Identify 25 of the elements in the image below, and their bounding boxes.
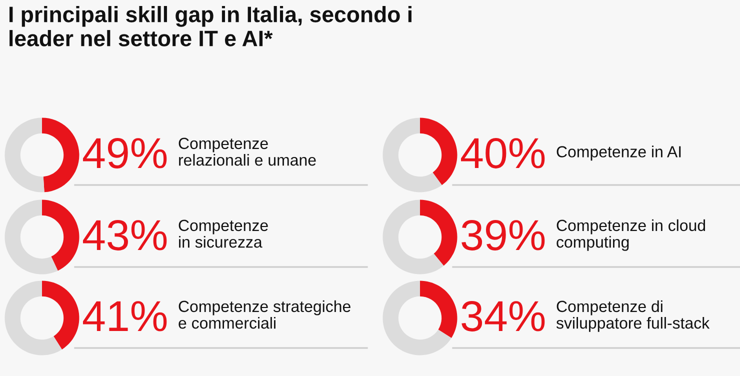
donut-slice — [382, 280, 452, 356]
data-label: 43% — [82, 220, 167, 250]
data-label: 34% — [462, 300, 545, 332]
data-label: 40% — [460, 138, 545, 168]
slice-label: Competenze in sicurezza — [178, 220, 268, 248]
data-label: 39% — [462, 220, 545, 250]
slice-label: Competenze di sviluppatore full-stack — [556, 300, 710, 332]
donut-slice — [42, 280, 80, 350]
slice-label: Competenze in AI — [556, 146, 681, 161]
donut-slice — [42, 200, 80, 271]
chart-title: I principali skill gap in Italia, secondo i leader nel settore IT e AI* — [9, 6, 412, 46]
data-label: 41% — [82, 301, 167, 332]
data-label: 49% — [82, 138, 167, 168]
slice-label: Competenze in cloud computing — [556, 219, 706, 251]
donut-slice — [420, 200, 458, 266]
donut-slice — [382, 118, 442, 192]
donut-slice — [4, 280, 62, 356]
donut-slice — [420, 118, 458, 186]
donut-slice — [42, 118, 80, 192]
donut-slice — [420, 280, 458, 338]
slice-label: Competenze strategiche e commerciali — [178, 300, 350, 329]
donut-slice — [4, 118, 44, 192]
donut-slice — [4, 200, 58, 274]
donut-slice — [382, 200, 444, 274]
slice-label: Competenze relazionali e umane — [178, 138, 316, 166]
